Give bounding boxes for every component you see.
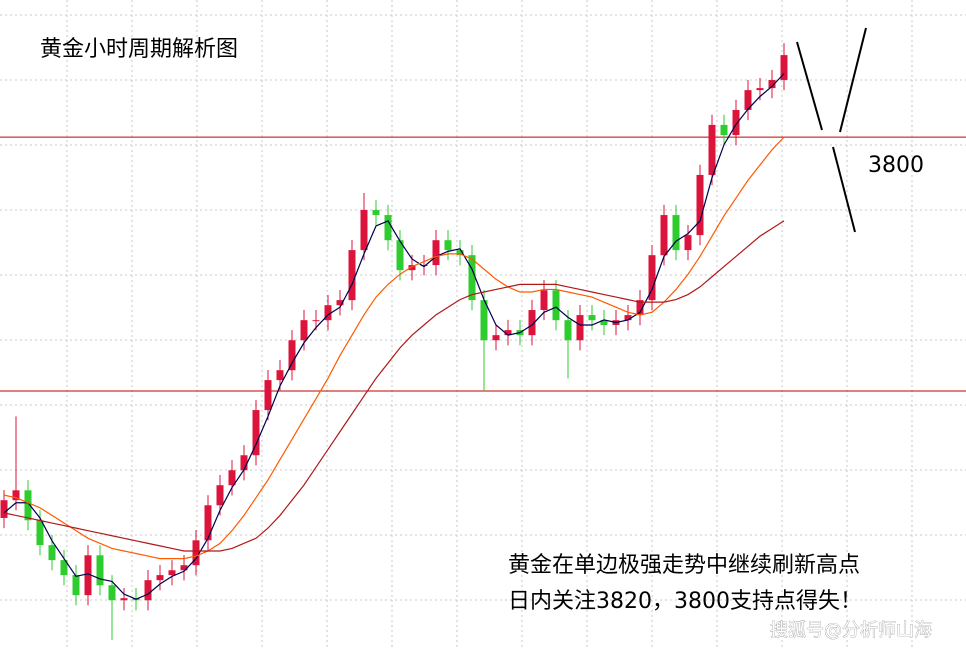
candle-body bbox=[300, 320, 308, 341]
candle-body bbox=[648, 255, 656, 301]
candle-body bbox=[492, 335, 500, 341]
candle-body bbox=[72, 575, 80, 596]
candle-body bbox=[768, 79, 776, 89]
candle-body bbox=[732, 109, 740, 136]
candle-body bbox=[744, 90, 752, 110]
candle-body bbox=[684, 235, 692, 251]
candle-body bbox=[120, 598, 128, 601]
chart-title: 黄金小时周期解析图 bbox=[40, 37, 238, 62]
candle-body bbox=[348, 250, 356, 301]
candle-body bbox=[360, 209, 368, 251]
candle-body bbox=[624, 315, 632, 321]
candle-body bbox=[552, 290, 560, 321]
candle-body bbox=[60, 560, 68, 576]
candle-body bbox=[192, 540, 200, 566]
candle-body bbox=[324, 305, 332, 321]
candle-body bbox=[180, 565, 188, 571]
candle-body bbox=[168, 570, 176, 576]
candle-body bbox=[456, 250, 464, 256]
candle-body bbox=[384, 215, 392, 241]
candle-body bbox=[312, 320, 320, 322]
candle-body bbox=[264, 380, 272, 411]
candle-body bbox=[420, 265, 428, 267]
candle-body bbox=[720, 124, 728, 136]
candle-body bbox=[660, 215, 668, 256]
plot bbox=[0, 43, 966, 640]
candle-body bbox=[444, 240, 452, 251]
candle-body bbox=[780, 55, 788, 80]
candle-body bbox=[372, 209, 380, 216]
candle-body bbox=[12, 490, 20, 501]
candle-body bbox=[708, 124, 716, 175]
candle-body bbox=[672, 215, 680, 251]
candle-body bbox=[24, 490, 32, 521]
candle-body bbox=[468, 255, 476, 301]
annotation: 黄金在单边极强走势中继续刷新高点 bbox=[508, 553, 860, 578]
candle-body bbox=[756, 88, 764, 91]
candle-body bbox=[564, 320, 572, 341]
candle-body bbox=[240, 455, 248, 471]
candle-body bbox=[108, 585, 116, 601]
moving-average bbox=[3, 136, 785, 560]
candle-body bbox=[432, 240, 440, 266]
candle-body bbox=[576, 315, 584, 341]
candle-body bbox=[588, 315, 596, 321]
candle-body bbox=[228, 470, 236, 486]
candle-body bbox=[36, 520, 44, 546]
candle-body bbox=[504, 330, 512, 336]
candle-body bbox=[216, 485, 224, 506]
candle-body bbox=[528, 310, 536, 336]
moving-average bbox=[3, 220, 785, 552]
candle-body bbox=[288, 340, 296, 371]
candle-body bbox=[600, 320, 608, 325]
candle-body bbox=[480, 300, 488, 341]
candle-body bbox=[0, 500, 8, 518]
candle-body bbox=[96, 555, 104, 586]
candle-body bbox=[396, 240, 404, 271]
candle-body bbox=[336, 300, 344, 306]
candle-body bbox=[636, 300, 644, 316]
candle-body bbox=[252, 410, 260, 456]
watermark: 搜狐号@分析师山海 bbox=[770, 620, 932, 641]
candle-body bbox=[204, 505, 212, 541]
level-label: 3800 bbox=[868, 153, 924, 178]
breakout-marks bbox=[796, 27, 867, 233]
candle-body bbox=[144, 580, 152, 601]
moving-average bbox=[3, 73, 785, 600]
candle-body bbox=[84, 555, 92, 596]
candle-body bbox=[408, 265, 416, 271]
candle-body bbox=[540, 290, 548, 311]
candle-body bbox=[156, 575, 164, 581]
candle-body bbox=[48, 545, 56, 561]
candle-body bbox=[696, 174, 704, 236]
candle-body bbox=[276, 370, 284, 381]
annotation: 日内关注3820，3800支持点得失！ bbox=[508, 589, 862, 614]
